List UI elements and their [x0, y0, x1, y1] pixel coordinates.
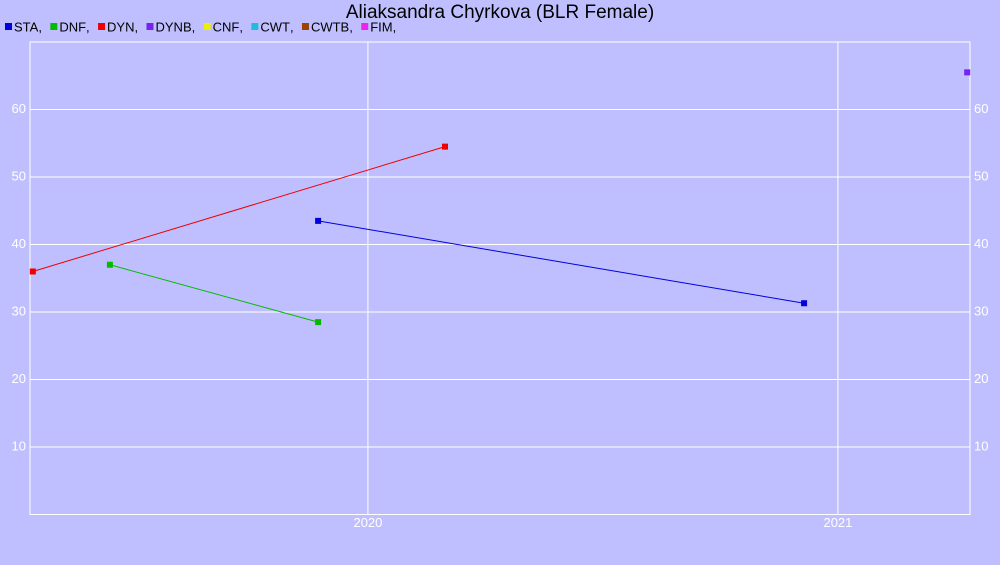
y-tick-label: 40: [12, 236, 26, 251]
plot-area: [29, 41, 971, 515]
series-line: [318, 220, 805, 304]
y2-tick-label: 10: [974, 438, 988, 453]
y2-tick-label: 20: [974, 371, 988, 386]
legend-separator: ,: [135, 19, 139, 34]
legend-label: CWTB: [311, 19, 349, 34]
y2-tick-label: 50: [974, 168, 988, 183]
series-line: [32, 146, 446, 272]
legend-label: CWT: [260, 19, 290, 34]
legend-label: FIM: [370, 19, 392, 34]
data-point: [442, 143, 449, 150]
y-tick-label: 20: [12, 371, 26, 386]
y-tick-label: 50: [12, 168, 26, 183]
legend-separator: ,: [290, 19, 294, 34]
legend-swatch: [5, 23, 12, 30]
legend-separator: ,: [349, 19, 353, 34]
legend-swatch: [361, 23, 369, 30]
y2-tick-label: 60: [974, 101, 988, 116]
legend-swatch: [301, 23, 309, 30]
chart-title: Aliaksandra Chyrkova (BLR Female): [346, 2, 654, 23]
y-tick-label: 10: [12, 438, 26, 453]
y-tick-label: 30: [12, 303, 26, 318]
legend-separator: ,: [393, 19, 397, 34]
data-point: [315, 319, 322, 326]
legend-label: CNF: [213, 19, 240, 34]
x-tick-label: 2021: [823, 515, 852, 530]
x-tick-label: 2020: [353, 515, 382, 530]
legend-separator: ,: [38, 19, 42, 34]
y2-tick-label: 30: [974, 303, 988, 318]
legend-swatch: [203, 23, 211, 30]
legend-label: DYNB: [156, 19, 192, 34]
legend-separator: ,: [192, 19, 196, 34]
legend-swatch: [50, 23, 58, 30]
data-point: [964, 69, 971, 76]
legend-label: DYN: [107, 19, 134, 34]
legend-swatch: [251, 23, 259, 30]
y2-tick-label: 40: [974, 236, 988, 251]
data-point: [29, 268, 36, 275]
data-point: [801, 300, 808, 307]
legend-separator: ,: [86, 19, 90, 34]
data-point: [106, 261, 113, 268]
data-point: [315, 217, 322, 224]
legend-swatch: [146, 23, 154, 30]
legend-label: STA: [14, 19, 39, 34]
series-line: [109, 264, 319, 323]
legend-swatch: [98, 23, 106, 30]
legend-label: DNF: [59, 19, 86, 34]
legend-separator: ,: [239, 19, 243, 34]
y-tick-label: 60: [12, 101, 26, 116]
